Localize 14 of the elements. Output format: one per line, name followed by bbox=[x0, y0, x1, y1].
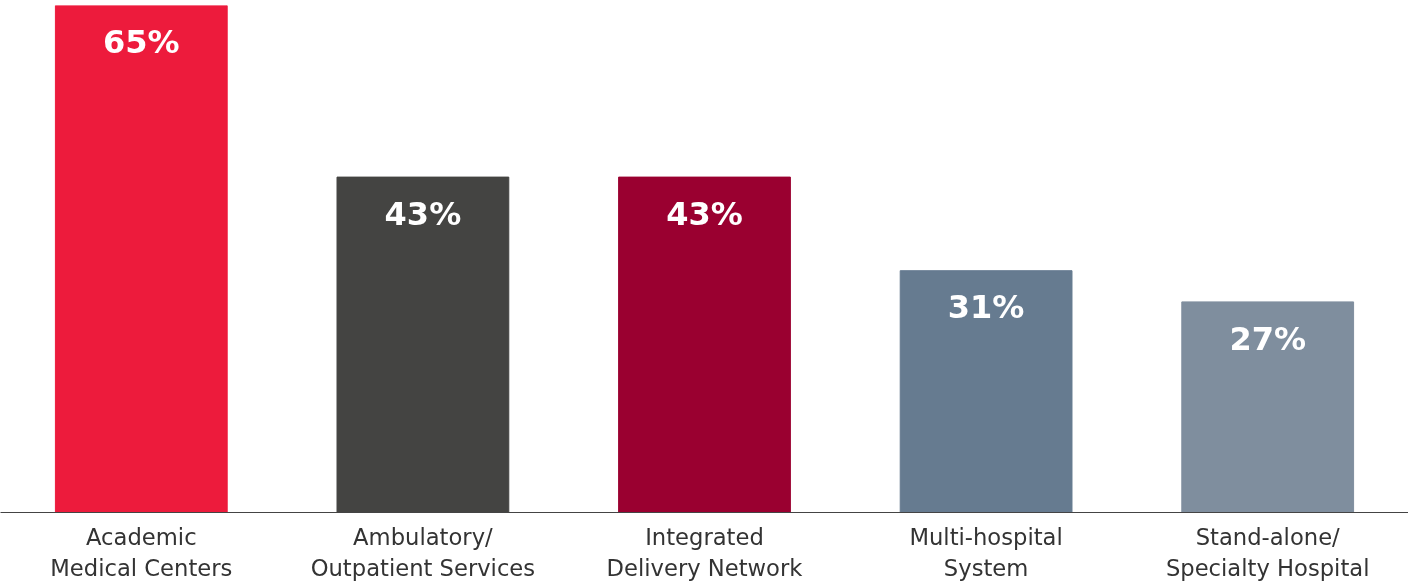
x-tick-label: Integrated Delivery Network bbox=[606, 523, 804, 581]
data-label: 65% bbox=[103, 23, 180, 62]
x-tick-label: Ambulatory/ Outpatient Services bbox=[310, 523, 536, 581]
data-label: 43% bbox=[666, 194, 743, 233]
bar bbox=[618, 176, 791, 513]
x-tick-label: Multi-hospital System bbox=[909, 523, 1063, 581]
x-tick-label: Stand-alone/ Specialty Hospital bbox=[1165, 523, 1370, 581]
bar bbox=[54, 5, 228, 513]
bar bbox=[1181, 301, 1355, 513]
x-tick-label: Academic Medical Centers bbox=[50, 523, 233, 581]
data-label: 43% bbox=[384, 194, 462, 233]
data-label: 27% bbox=[1229, 319, 1306, 358]
data-label: 31% bbox=[947, 288, 1025, 327]
bar bbox=[899, 270, 1073, 513]
